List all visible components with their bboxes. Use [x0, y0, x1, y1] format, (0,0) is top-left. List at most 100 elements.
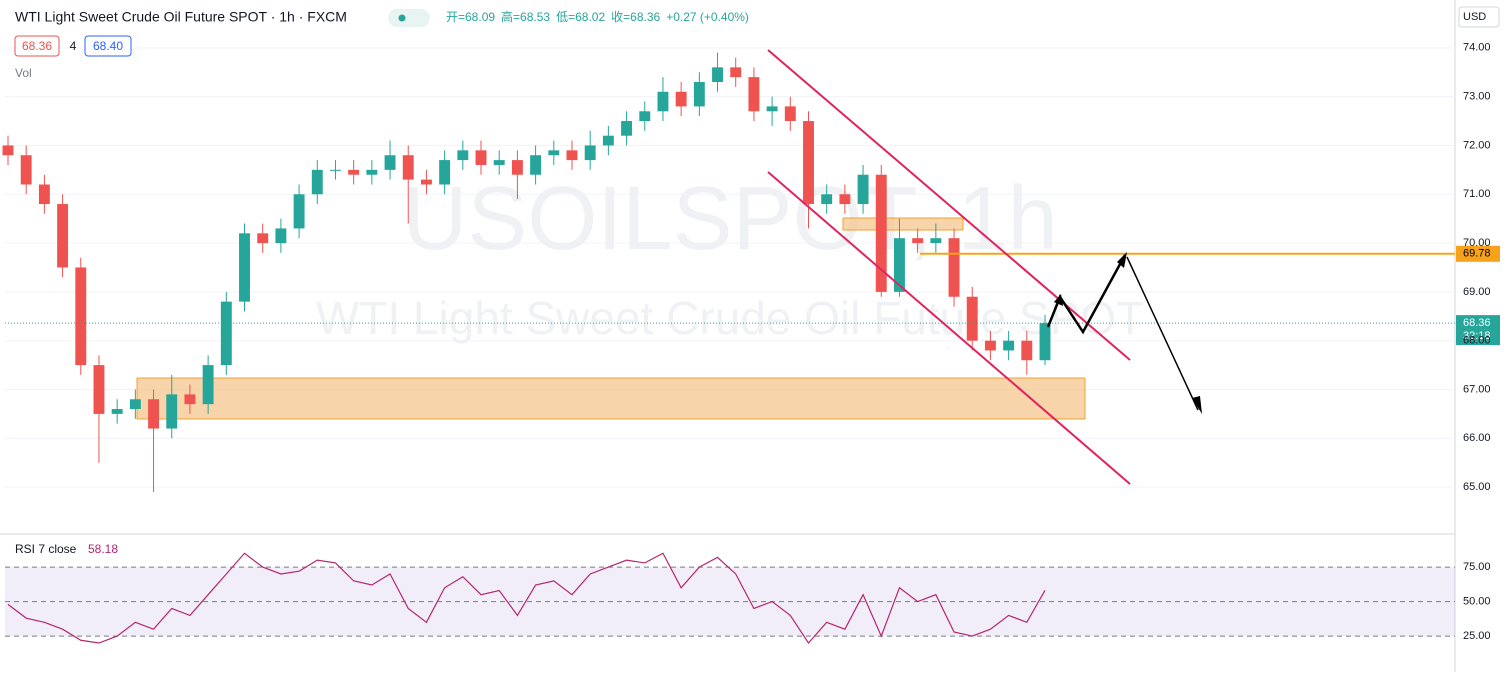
candle-body — [129, 399, 141, 410]
rsi-last: 58.18 — [88, 542, 118, 556]
candle-body — [875, 174, 887, 292]
candle-body — [930, 238, 942, 244]
rsi-line — [7, 552, 1046, 644]
y-tick-label: 70.00 — [1463, 237, 1491, 249]
y-tick-label: 66.00 — [1463, 432, 1491, 444]
grid — [5, 47, 1455, 637]
candle-body — [803, 121, 814, 205]
projection-arrow — [1126, 256, 1199, 411]
candle-body — [566, 150, 578, 161]
candle-body — [420, 179, 432, 185]
ask-box — [84, 35, 132, 57]
y-tick-label: 68.00 — [1463, 335, 1491, 347]
candle-body — [439, 160, 451, 185]
candle-body — [384, 155, 396, 170]
volume-label: Vol — [15, 66, 32, 80]
y-tick-label: 67.00 — [1463, 383, 1491, 395]
currency[interactable]: USD — [1463, 11, 1486, 23]
header-value: 收=68.36 — [611, 10, 660, 24]
rsi-label: RSI 7 close — [15, 542, 77, 556]
candle-body — [821, 194, 833, 205]
candle-body — [639, 111, 651, 122]
countdown: 32:18 — [1463, 330, 1491, 342]
candle-body — [330, 169, 341, 171]
y-tick-label: 72.00 — [1463, 139, 1491, 151]
candle-body — [657, 91, 669, 112]
candle-body — [493, 160, 505, 165]
channel-line — [767, 49, 1131, 361]
candle-body — [111, 409, 123, 414]
y-tick-label: 74.00 — [1463, 42, 1491, 54]
candle-body — [984, 340, 996, 351]
candle-body — [602, 135, 614, 146]
candle-body — [730, 67, 742, 78]
last-price-label: 68.36 — [1463, 317, 1491, 329]
header-value: 高=68.53 — [501, 9, 550, 24]
zone — [136, 377, 1086, 420]
candle-body — [839, 194, 851, 205]
level-tag — [1456, 245, 1500, 262]
candle-body — [166, 394, 178, 429]
candle-body — [148, 399, 160, 429]
candle-body — [621, 121, 633, 136]
candles — [2, 52, 1051, 492]
candle-body — [202, 365, 214, 405]
candle-body — [766, 106, 778, 112]
candle-body — [1039, 323, 1051, 361]
candle-body — [57, 204, 69, 268]
last-price-tag — [1456, 315, 1500, 346]
candle-body — [1003, 340, 1015, 351]
candle-body — [675, 91, 687, 107]
status-dot — [398, 14, 406, 22]
candle-body — [584, 145, 596, 161]
candle-body — [366, 169, 378, 175]
y-tick-label: 73.00 — [1463, 91, 1491, 103]
chart-title: WTI Light Sweet Crude Oil Future SPOT · … — [15, 9, 347, 25]
candle-body — [220, 301, 232, 366]
candle-body — [784, 106, 796, 122]
candle-body — [239, 233, 250, 302]
arrow-head — [1054, 294, 1063, 306]
header-value: 低=68.02 — [556, 10, 605, 24]
candle-body — [857, 174, 869, 205]
candle-body — [1021, 340, 1033, 361]
ask: 68.40 — [93, 39, 123, 53]
candle-body — [912, 238, 924, 244]
arrow-head — [1117, 252, 1127, 268]
header-value: +0.27 (+0.40%) — [666, 10, 749, 24]
candle-body — [457, 150, 469, 161]
status-pill — [388, 9, 430, 27]
candle-body — [311, 169, 323, 195]
candle-body — [530, 155, 542, 175]
bid: 68.36 — [22, 39, 52, 53]
candle-body — [693, 82, 705, 107]
zone — [842, 217, 964, 231]
watermark-sub: WTI Light Sweet Crude Oil Future SPOT — [316, 292, 1144, 344]
spread: 4 — [70, 39, 77, 53]
candle-body — [548, 150, 560, 156]
currency-button[interactable] — [1458, 6, 1500, 28]
candle-body — [275, 228, 287, 244]
y-tick-label: 71.00 — [1463, 188, 1491, 200]
arrow-head — [1192, 396, 1202, 414]
candle-body — [948, 238, 960, 297]
candle-body — [966, 296, 978, 341]
candle-body — [184, 394, 196, 405]
rsi-tick-label: 50.00 — [1463, 595, 1491, 607]
candle-body — [475, 150, 487, 165]
header-values: 开=68.09 高=68.53 低=68.02 收=68.36 +0.27 (+0.40… — [446, 9, 749, 24]
candle-body — [402, 155, 414, 180]
candle-body — [38, 184, 50, 205]
candle-body — [293, 194, 305, 229]
candle-body — [257, 233, 269, 244]
header-value: 开=68.09 — [446, 10, 495, 24]
candle-body — [511, 160, 523, 175]
y-tick-label: 69.00 — [1463, 286, 1491, 298]
projection-arrow — [1046, 254, 1127, 335]
candle-body — [93, 365, 105, 414]
candle-body — [748, 77, 760, 112]
bid-box — [14, 35, 60, 57]
